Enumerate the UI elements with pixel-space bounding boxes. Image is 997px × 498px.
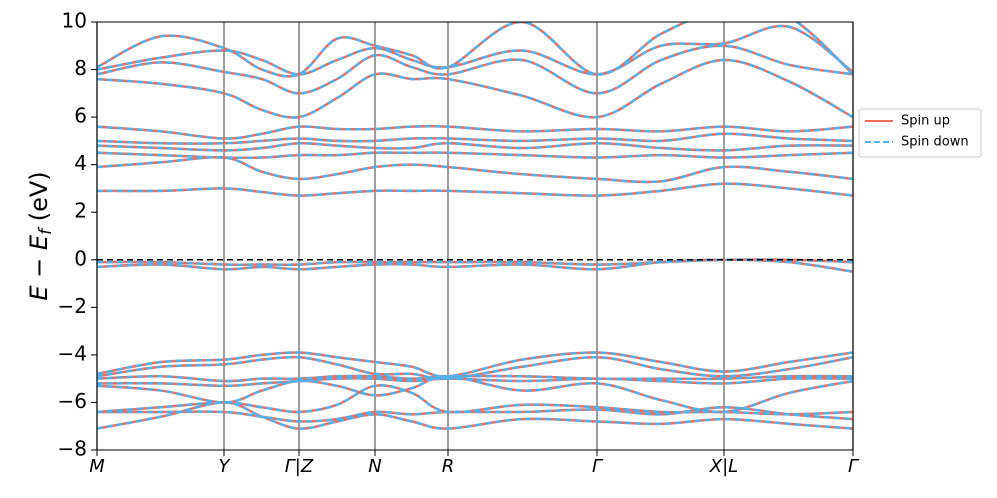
band: [97, 132, 853, 145]
band: [97, 375, 853, 414]
y-axis-label: E − Ef (eV): [25, 171, 56, 300]
band: [97, 141, 853, 152]
band: [97, 384, 853, 416]
band: [97, 258, 853, 266]
y-tick-label: 0: [74, 246, 87, 270]
x-tick-label: Γ: [592, 456, 604, 477]
y-tick-label: 6: [74, 104, 87, 128]
band: [97, 151, 853, 160]
x-tick-label: N: [368, 456, 381, 477]
axes-layer: −8 −6 −4 −2 0 2 4 6 8 10 M Y Γ|Z N R Γ X|L Γ Spin up Spin d…: [58, 9, 982, 477]
x-tick-label: Γ|Z: [285, 456, 314, 477]
band: [97, 374, 853, 383]
band: [97, 182, 853, 197]
band: [97, 401, 853, 430]
legend-label: Spin up: [901, 114, 950, 129]
band: [97, 58, 853, 119]
y-tick-label: 8: [74, 56, 87, 80]
band: [97, 351, 853, 378]
band: [97, 405, 853, 423]
x-tick-label: R: [442, 456, 455, 477]
band: [97, 22, 853, 78]
band: [97, 44, 853, 95]
band: [97, 124, 853, 140]
band: [97, 155, 853, 184]
y-tick-label: −6: [58, 389, 87, 413]
y-tick-label: 2: [74, 199, 87, 223]
plot-frame: [96, 21, 854, 451]
y-label-subscript: f: [36, 226, 56, 235]
y-tick-label: 10: [62, 9, 87, 33]
band: [97, 24, 853, 76]
x-tick-label: Y: [219, 456, 232, 477]
band: [97, 377, 853, 388]
y-label-main: E − E: [25, 234, 53, 301]
y-tick-label: −4: [58, 341, 87, 365]
band: [97, 182, 853, 197]
band-layer: [97, 22, 853, 430]
y-label-unit: (eV): [25, 171, 53, 229]
legend-label: Spin down: [901, 135, 969, 150]
band: [97, 355, 853, 381]
x-tick-label: M: [89, 456, 105, 477]
y-tick-label: 4: [74, 151, 87, 175]
y-tick-label: −2: [58, 294, 87, 318]
x-tick-label: X|L: [709, 456, 738, 477]
x-tick-label: Γ: [848, 456, 860, 477]
y-tick-label: −8: [58, 437, 87, 461]
band: [97, 258, 853, 273]
